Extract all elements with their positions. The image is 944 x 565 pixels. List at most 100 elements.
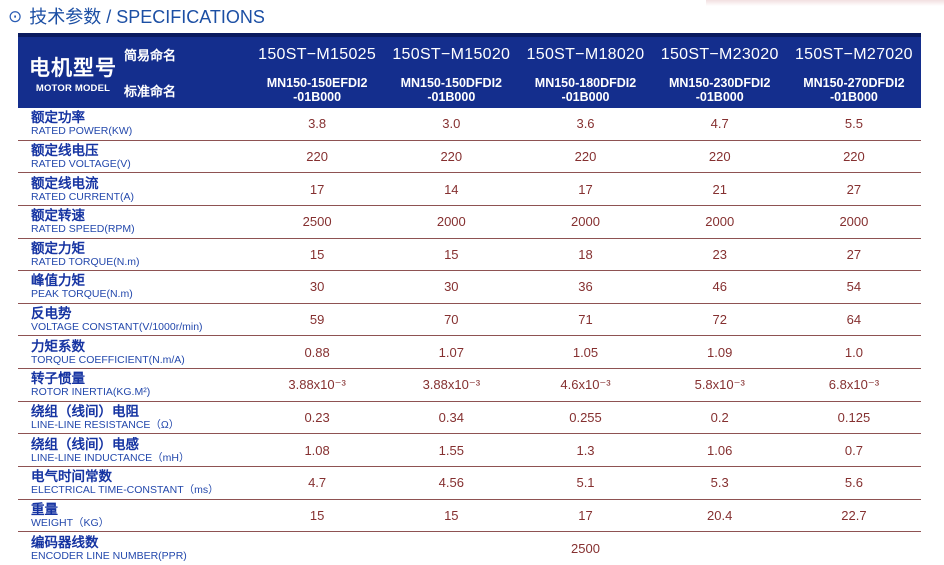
row-label-cn: 编码器线数 bbox=[31, 534, 99, 550]
value-cell: 4.7 bbox=[308, 475, 327, 491]
row-label-en: LINE-LINE RESISTANCE（Ω） bbox=[31, 418, 180, 431]
row-label-en: RATED CURRENT(A) bbox=[31, 190, 135, 203]
value-cell bbox=[250, 532, 384, 565]
table-row: 峰值力矩 PEAK TORQUE(N.m) 30 30 36 46 54 bbox=[18, 271, 921, 304]
row-label: 额定功率 RATED POWER(KW) bbox=[18, 108, 250, 140]
table-row: 力矩系数 TORQUE COEFFICIENT(N.m/A) 0.88 1.07 1… bbox=[18, 336, 921, 369]
model-standard-name: MN150-150EFDI2 -01B000 bbox=[250, 73, 384, 109]
table-header: 电机型号 MOTOR MODEL 简易命名 标准命名 150ST−M15025 … bbox=[18, 33, 921, 108]
value-cell: 6.8x10⁻³ bbox=[828, 376, 880, 392]
table-row: 额定线电流 RATED CURRENT(A) 17 14 17 21 27 bbox=[18, 173, 921, 206]
value-cell: 3.0 bbox=[442, 116, 461, 132]
page-title-text: 技术参数 / SPECIFICATIONS bbox=[29, 7, 265, 27]
value-cell: 14 bbox=[444, 181, 459, 197]
row-label: 额定力矩 RATED TORQUE(N.m) bbox=[18, 239, 250, 271]
value-cell: 5.5 bbox=[844, 116, 863, 132]
value-cell: 2000 bbox=[705, 214, 735, 230]
row-label-en: ROTOR INERTIA(KG.M²) bbox=[31, 386, 151, 399]
value-cell: 1.05 bbox=[572, 344, 599, 360]
model-standard-name-line1: MN150-230DFDI2 bbox=[668, 76, 771, 91]
row-label-cn: 额定线电流 bbox=[31, 175, 99, 191]
value-cell: 71 bbox=[578, 312, 593, 328]
model-standard-name-line2: -01B000 bbox=[695, 90, 744, 105]
row-label: 反电势 VOLTAGE CONSTANT(V/1000r/min) bbox=[18, 304, 250, 336]
value-cell: 0.34 bbox=[438, 409, 464, 425]
model-standard-name-line1: MN150-150EFDI2 bbox=[266, 76, 368, 91]
value-cell: 1.07 bbox=[438, 344, 464, 360]
value-cell: 0.23 bbox=[304, 409, 330, 425]
table-row: 编码器线数 ENCODER LINE NUMBER(PPR) 2500 bbox=[18, 532, 921, 565]
model-simple-name: 150ST−M15020 bbox=[392, 45, 511, 63]
value-cell: 30 bbox=[309, 279, 325, 295]
value-cell: 4.6x10⁻³ bbox=[560, 376, 611, 392]
row-label: 额定转速 RATED SPEED(RPM) bbox=[18, 206, 250, 238]
value-cell: 15 bbox=[444, 507, 459, 523]
value-cell bbox=[384, 532, 518, 565]
value-cell: 5.8x10⁻³ bbox=[694, 376, 745, 392]
model-simple-name: 150ST−M27020 bbox=[794, 45, 913, 63]
row-label: 额定线电压 RATED VOLTAGE(V) bbox=[18, 141, 250, 173]
row-label: 绕组（线间）电阻 LINE-LINE RESISTANCE（Ω） bbox=[18, 402, 250, 434]
value-cell: 54 bbox=[846, 279, 862, 295]
value-cell: 70 bbox=[444, 312, 459, 328]
value-cell: 5.1 bbox=[576, 475, 595, 491]
value-cell: 1.0 bbox=[844, 344, 863, 360]
value-cell: 59 bbox=[309, 312, 325, 328]
value-cell: 3.88x10⁻³ bbox=[288, 376, 346, 392]
value-cell: 17 bbox=[578, 507, 593, 523]
value-cell: 17 bbox=[309, 181, 325, 197]
model-columns: 150ST−M15025 MN150-150EFDI2 -01B000 150S… bbox=[250, 37, 921, 108]
specifications-table: 电机型号 MOTOR MODEL 简易命名 标准命名 150ST−M15025 … bbox=[18, 33, 921, 565]
value-cell: 5.3 bbox=[710, 475, 729, 491]
model-column-header: 150ST−M15025 MN150-150EFDI2 -01B000 bbox=[250, 37, 384, 108]
table-row: 绕组（线间）电阻 LINE-LINE RESISTANCE（Ω） 0.23 0.3… bbox=[18, 402, 921, 435]
value-cell bbox=[787, 532, 921, 565]
row-label-cn: 额定力矩 bbox=[31, 240, 85, 256]
model-standard-name: MN150-230DFDI2 -01B000 bbox=[653, 73, 787, 109]
model-standard-name-line1: MN150-180DFDI2 bbox=[534, 76, 637, 91]
value-cell: 72 bbox=[712, 312, 727, 328]
bullet-circle-icon: ⊙ bbox=[8, 6, 23, 26]
motor-model-title: 电机型号 MOTOR MODEL bbox=[18, 37, 120, 108]
row-label-cn: 反电势 bbox=[31, 306, 72, 322]
value-cell: 3.6 bbox=[576, 116, 595, 132]
table-row: 额定线电压 RATED VOLTAGE(V) 220 220 220 220 220 bbox=[18, 141, 921, 174]
standard-name-label: 标准命名 bbox=[124, 83, 177, 99]
value-cell: 22.7 bbox=[841, 507, 867, 523]
value-cell: 0.7 bbox=[844, 442, 863, 458]
row-label-cn: 额定线电压 bbox=[31, 142, 99, 158]
row-label: 编码器线数 ENCODER LINE NUMBER(PPR) bbox=[18, 532, 250, 565]
value-cell: 220 bbox=[574, 148, 597, 164]
value-cell: 2500 bbox=[302, 214, 332, 230]
row-label: 电气时间常数 ELECTRICAL TIME-CONSTANT（ms） bbox=[18, 467, 250, 499]
value-cell: 1.09 bbox=[707, 344, 733, 360]
model-standard-name: MN150-270DFDI2 -01B000 bbox=[787, 73, 921, 109]
model-standard-name-line1: MN150-150DFDI2 bbox=[400, 76, 503, 91]
model-standard-name-line2: -01B000 bbox=[829, 90, 878, 105]
table-row: 电气时间常数 ELECTRICAL TIME-CONSTANT（ms） 4.7 4… bbox=[18, 467, 921, 500]
value-cell: 20.4 bbox=[707, 507, 733, 523]
model-standard-name-line1: MN150-270DFDI2 bbox=[803, 76, 905, 91]
table-row: 绕组（线间）电感 LINE-LINE INDUCTANCE（mH） 1.08 1.… bbox=[18, 434, 921, 467]
row-label-en: RATED POWER(KW) bbox=[31, 125, 133, 138]
table-row: 反电势 VOLTAGE CONSTANT(V/1000r/min) 59 70 71… bbox=[18, 304, 921, 337]
table-body: 额定功率 RATED POWER(KW) 3.8 3.0 3.6 4.7 5.5 额定线… bbox=[18, 108, 921, 565]
value-cell: 2000 bbox=[436, 214, 466, 230]
value-cell: 0.88 bbox=[304, 344, 330, 360]
value-cell: 15 bbox=[309, 507, 325, 523]
row-label-en: ENCODER LINE NUMBER(PPR) bbox=[31, 549, 187, 562]
row-label-cn: 力矩系数 bbox=[31, 338, 85, 354]
row-label: 峰值力矩 PEAK TORQUE(N.m) bbox=[18, 271, 250, 303]
value-cell: 4.7 bbox=[710, 116, 729, 132]
value-cell: 5.6 bbox=[844, 475, 863, 491]
table-row: 转子惯量 ROTOR INERTIA(KG.M²) 3.88x10⁻³ 3.88x… bbox=[18, 369, 921, 402]
value-cell: 2500 bbox=[571, 540, 600, 556]
row-label-en: RATED TORQUE(N.m) bbox=[31, 255, 140, 268]
model-simple-name: 150ST−M15025 bbox=[258, 45, 377, 63]
row-label: 绕组（线间）电感 LINE-LINE INDUCTANCE（mH） bbox=[18, 434, 250, 466]
value-cell: 3.8 bbox=[308, 116, 327, 132]
row-label-cn: 绕组（线间）电感 bbox=[31, 436, 139, 452]
value-cell bbox=[653, 532, 787, 565]
value-cell: 18 bbox=[578, 246, 593, 262]
